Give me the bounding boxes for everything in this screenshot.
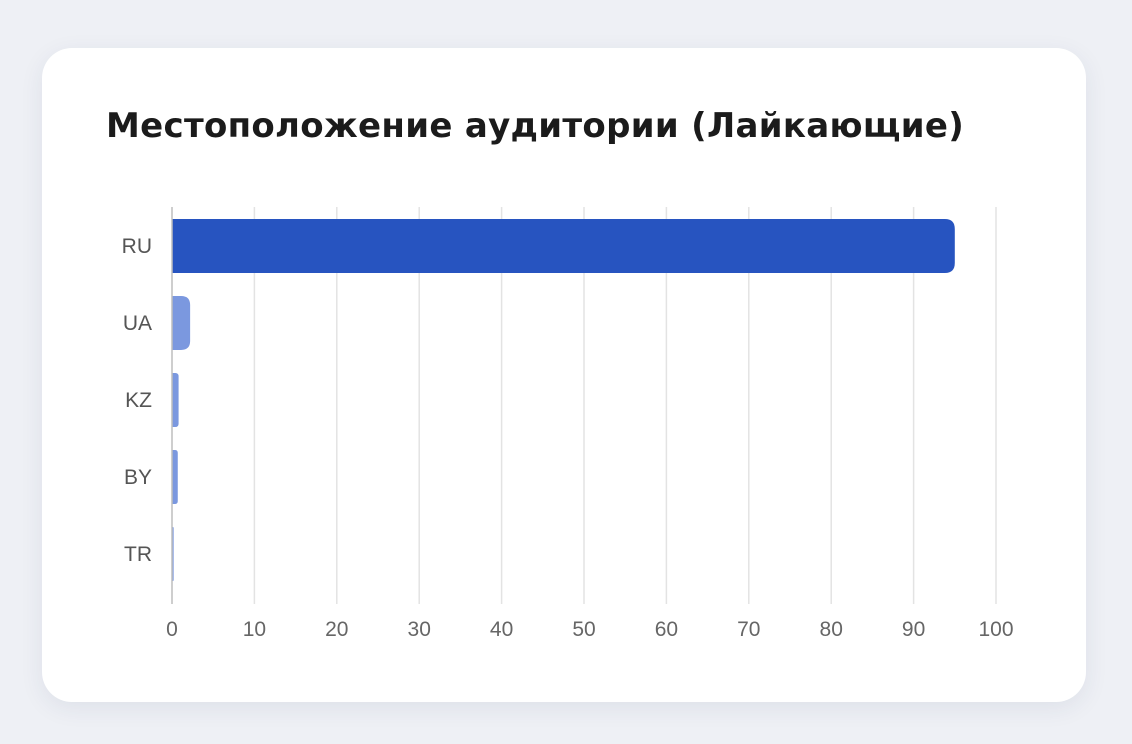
x-tick-label: 50 (572, 618, 595, 641)
x-tick-label: 90 (902, 618, 925, 641)
category-label-tr: TR (124, 543, 152, 566)
axis-labels: 0 10 20 30 40 50 60 70 80 90 100 RU UA KZ BY TR (122, 235, 1014, 641)
grid-lines (253, 207, 997, 604)
x-tick-label: 60 (655, 618, 678, 641)
bar-ua[interactable]: UA: 2.2 (172, 296, 191, 350)
x-tick-label: 10 (243, 618, 266, 641)
bar-by[interactable]: BY: 0.7 (172, 450, 178, 504)
axes (171, 207, 173, 604)
x-tick-label: 0 (166, 618, 178, 641)
chart-card: Местоположение аудитории (Лайкающие) (42, 48, 1086, 702)
category-label-kz: KZ (125, 389, 152, 412)
x-tick-label: 20 (325, 618, 348, 641)
category-label-ru: RU (122, 235, 152, 258)
x-tick-label: 70 (737, 618, 760, 641)
x-tick-label: 30 (408, 618, 431, 641)
category-label-ua: UA (123, 312, 152, 335)
x-tick-label: 40 (490, 618, 513, 641)
x-tick-label: 80 (820, 618, 843, 641)
bar-kz[interactable]: KZ: 0.8 (172, 373, 179, 427)
bars: RU: 95UA: 2.2KZ: 0.8BY: 0.7TR: 0.2 (172, 219, 955, 581)
category-label-by: BY (124, 466, 152, 489)
x-tick-label: 100 (978, 618, 1013, 641)
bar-ru[interactable]: RU: 95 (172, 219, 955, 273)
chart-title: Местоположение аудитории (Лайкающие) (106, 106, 965, 146)
